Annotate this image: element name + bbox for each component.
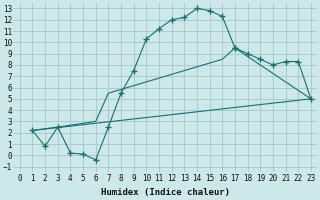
X-axis label: Humidex (Indice chaleur): Humidex (Indice chaleur) — [101, 188, 230, 197]
